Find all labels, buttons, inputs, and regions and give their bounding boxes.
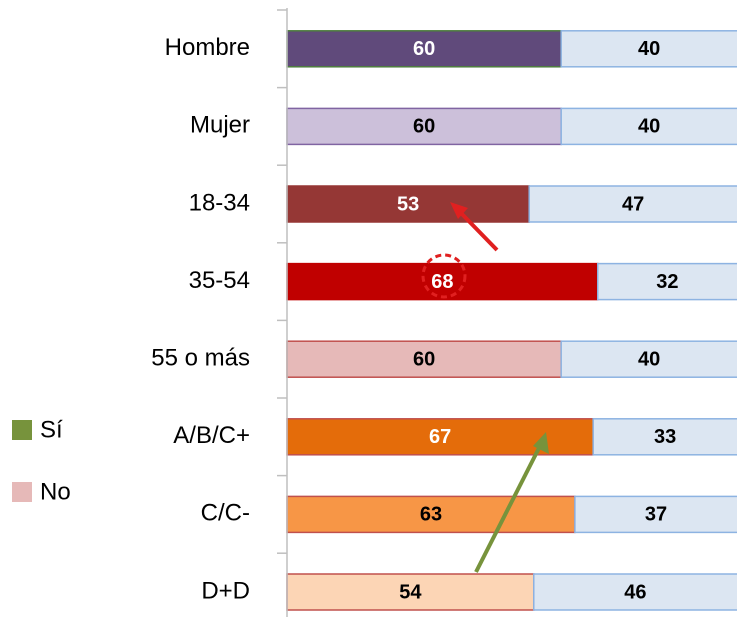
data-label: 63 xyxy=(420,504,442,526)
data-label: 54 xyxy=(399,581,422,603)
legend-swatch xyxy=(12,482,32,502)
data-label: 68 xyxy=(431,271,453,293)
bar-segment xyxy=(560,107,737,146)
data-label: 60 xyxy=(413,38,435,60)
y-tick-label: C/C- xyxy=(201,500,250,527)
y-tick-label: A/B/C+ xyxy=(173,422,250,449)
y-tick-label: Hombre xyxy=(165,34,250,61)
data-label: 40 xyxy=(638,116,660,138)
bar-segment xyxy=(560,340,737,378)
data-label: 60 xyxy=(413,348,435,370)
bar-segment xyxy=(528,185,737,223)
labels: Hombre 60 40 Mujer 60 40 18-34 53 47 35-54 68 32 55 … xyxy=(12,34,679,604)
bar-segment xyxy=(286,573,535,611)
legend-label: No xyxy=(40,478,71,505)
data-label: 40 xyxy=(638,38,660,60)
y-tick-label: 35-54 xyxy=(189,267,250,294)
y-tick-label: 55 o más xyxy=(151,345,250,372)
data-label: 67 xyxy=(429,426,451,448)
bar-segment xyxy=(560,30,737,68)
y-tick-label: Mujer xyxy=(190,112,250,139)
bar-segment xyxy=(533,573,737,611)
data-label: 32 xyxy=(656,271,678,293)
bar-segment xyxy=(286,185,530,223)
data-label: 46 xyxy=(624,581,646,603)
bars xyxy=(277,9,737,611)
bar-segment xyxy=(597,262,737,301)
data-label: 47 xyxy=(622,193,644,215)
y-tick-label: D+D xyxy=(201,577,250,604)
arrow-head xyxy=(450,202,468,219)
annotations xyxy=(421,202,549,573)
arrow-line xyxy=(474,445,542,573)
bar-segment xyxy=(286,495,576,534)
legend-swatch xyxy=(12,420,32,440)
legend-label: Sí xyxy=(40,416,63,443)
bar-segment xyxy=(592,418,737,456)
data-label: 40 xyxy=(638,348,660,370)
arrow-line xyxy=(458,210,499,252)
bar-segment xyxy=(286,107,562,146)
data-label: 33 xyxy=(654,426,676,448)
bar-segment xyxy=(574,495,737,534)
arrow-head xyxy=(533,432,549,454)
data-label: 53 xyxy=(397,193,419,215)
highlight-circle xyxy=(421,253,467,299)
data-label: 60 xyxy=(413,116,435,138)
data-label: 37 xyxy=(645,504,667,526)
y-tick-label: 18-34 xyxy=(189,189,250,216)
